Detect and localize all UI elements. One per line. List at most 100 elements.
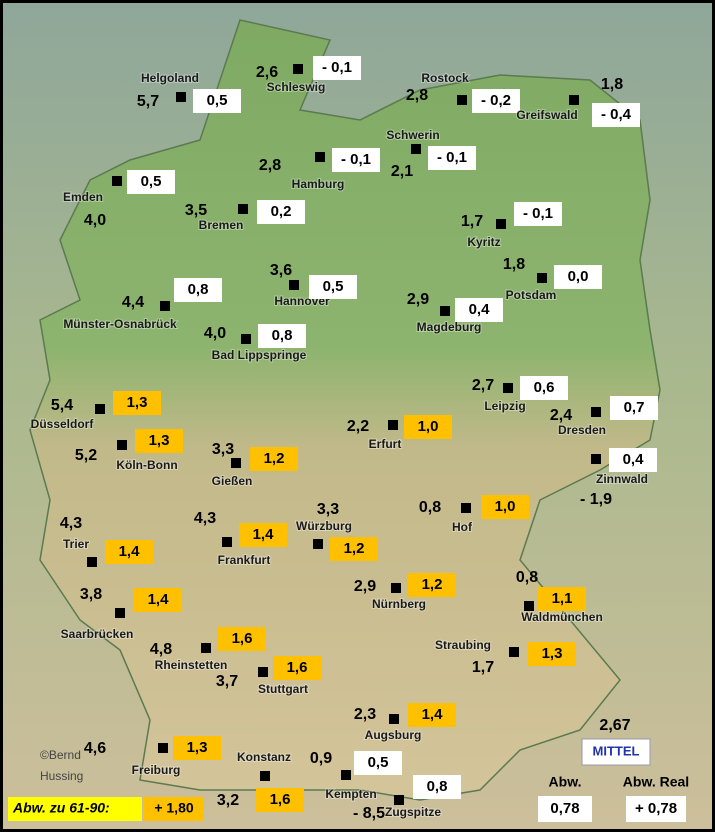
station-temp: 3,3 bbox=[212, 441, 234, 458]
station-temp: 2,1 bbox=[391, 163, 413, 180]
deviation-box bbox=[554, 265, 602, 289]
deviation-value: 1,4 bbox=[422, 706, 444, 723]
station-name: Augsburg bbox=[365, 728, 422, 742]
station-name: Düsseldorf bbox=[31, 417, 95, 431]
deviation-value: 0,5 bbox=[141, 173, 162, 190]
station-temp: 5,2 bbox=[75, 447, 97, 464]
station-marker bbox=[231, 458, 241, 468]
deviation-value: 0,5 bbox=[368, 754, 389, 771]
deviation-value: 1,6 bbox=[232, 630, 253, 647]
station-marker bbox=[457, 95, 467, 105]
deviation-box bbox=[481, 495, 529, 519]
deviation-value: 0,7 bbox=[624, 399, 645, 416]
deviation-value: - 0,1 bbox=[322, 59, 352, 76]
mittel-title: MITTEL bbox=[593, 743, 640, 758]
station-name: Hamburg bbox=[292, 177, 345, 191]
station-name: Schwerin bbox=[386, 128, 439, 142]
station-temp: 4,0 bbox=[204, 325, 226, 342]
station-temp: 4,3 bbox=[60, 515, 82, 532]
station-marker bbox=[313, 539, 323, 549]
station-temp: - 8,5 bbox=[353, 805, 385, 822]
deviation-value: 1,4 bbox=[253, 526, 275, 543]
legend: Abw. zu 61-90: + 1,80 bbox=[8, 797, 204, 821]
deviation-box bbox=[428, 146, 476, 170]
deviation-box bbox=[610, 396, 658, 420]
station-name: Rheinstetten bbox=[155, 658, 228, 672]
deviation-box bbox=[408, 703, 456, 727]
mittel-temp: 2,67 bbox=[599, 717, 630, 734]
station-temp: 3,2 bbox=[217, 792, 239, 809]
deviation-box bbox=[127, 170, 175, 194]
legend-value: + 1,80 bbox=[154, 800, 194, 816]
deviation-value: 1,6 bbox=[270, 791, 291, 808]
station-temp: 2,9 bbox=[407, 291, 429, 308]
station-name: Magdeburg bbox=[417, 320, 482, 334]
station-name: Bad Lippspringe bbox=[212, 348, 307, 362]
station-name: Münster-Osnabrück bbox=[63, 317, 177, 331]
deviation-value: 0,4 bbox=[469, 301, 491, 318]
station-temp: 4,4 bbox=[122, 294, 144, 311]
station-temp: 2,2 bbox=[347, 418, 369, 435]
station-temp: 2,6 bbox=[256, 64, 278, 81]
station-marker bbox=[537, 273, 547, 283]
station-marker bbox=[388, 420, 398, 430]
deviation-box bbox=[408, 573, 456, 597]
deviation-value: 0,8 bbox=[188, 281, 209, 298]
station-name: Trier bbox=[63, 537, 89, 551]
station-temp: 2,7 bbox=[472, 377, 494, 394]
legend-label: Abw. zu 61-90: bbox=[12, 800, 110, 816]
station-name: Schleswig bbox=[267, 80, 326, 94]
deviation-value: - 0,1 bbox=[523, 205, 553, 222]
station-marker bbox=[160, 301, 170, 311]
deviation-box bbox=[538, 587, 586, 611]
deviation-value: 1,6 bbox=[287, 659, 308, 676]
station-marker bbox=[176, 92, 186, 102]
station-marker bbox=[440, 306, 450, 316]
station-marker bbox=[411, 144, 421, 154]
deviation-value: 1,4 bbox=[119, 543, 141, 560]
station-marker bbox=[509, 647, 519, 657]
station-marker bbox=[112, 176, 122, 186]
station-temp: 2,4 bbox=[550, 407, 572, 424]
station-marker bbox=[391, 583, 401, 593]
station-marker bbox=[201, 643, 211, 653]
deviation-value: 0,2 bbox=[271, 203, 292, 220]
station-name: Rostock bbox=[421, 71, 469, 85]
deviation-box bbox=[113, 391, 161, 415]
deviation-box bbox=[193, 89, 241, 113]
deviation-box bbox=[592, 103, 640, 127]
deviation-value: - 0,1 bbox=[341, 151, 371, 168]
deviation-box bbox=[404, 415, 452, 439]
deviation-value: 1,1 bbox=[552, 590, 573, 607]
station-name: Waldmünchen bbox=[521, 610, 603, 624]
deviation-box bbox=[250, 447, 298, 471]
deviation-box bbox=[256, 788, 304, 812]
station-name: Gießen bbox=[212, 474, 253, 488]
station-temp: 0,9 bbox=[310, 750, 332, 767]
station-temp: 2,3 bbox=[354, 706, 376, 723]
deviation-box bbox=[134, 588, 182, 612]
deviation-box bbox=[354, 751, 402, 775]
station-marker bbox=[260, 771, 270, 781]
deviation-box bbox=[135, 429, 183, 453]
station-temp: 5,7 bbox=[137, 93, 159, 110]
deviation-box bbox=[332, 148, 380, 172]
station-name: Kempten bbox=[325, 787, 376, 801]
station-name: Köln-Bonn bbox=[116, 458, 177, 472]
abw-box bbox=[538, 796, 592, 822]
deviation-box bbox=[514, 202, 562, 226]
station-marker bbox=[222, 537, 232, 547]
station-temp: 3,7 bbox=[216, 673, 238, 690]
deviation-value: - 0,4 bbox=[601, 106, 632, 123]
station-temp: 2,8 bbox=[259, 157, 281, 174]
deviation-value: 1,3 bbox=[127, 394, 148, 411]
station-marker bbox=[293, 64, 303, 74]
deviation-value: - 0,2 bbox=[481, 92, 511, 109]
station-name: Hof bbox=[452, 520, 473, 534]
deviation-value: 0,4 bbox=[623, 451, 645, 468]
station-marker bbox=[241, 334, 251, 344]
station-marker bbox=[87, 557, 97, 567]
station-temp: 1,7 bbox=[472, 659, 494, 676]
